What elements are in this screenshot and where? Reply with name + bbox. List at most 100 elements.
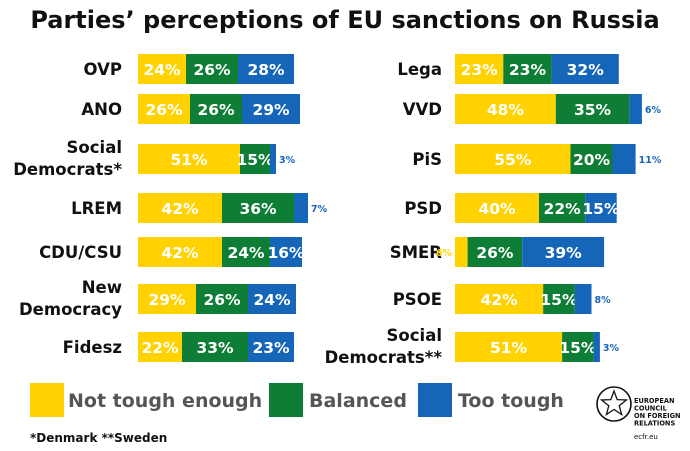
bar-balanced	[570, 144, 613, 174]
party-label: VVD	[403, 100, 442, 119]
bar-value-label: 15%	[582, 200, 620, 218]
bar-value-label: 32%	[567, 61, 605, 79]
bar-value-label: 51%	[170, 151, 208, 169]
bar-value-label: 23%	[461, 61, 499, 79]
bar-value-label: 15%	[236, 151, 274, 169]
bar-value-label: 8%	[595, 295, 612, 306]
bar-value-label: 55%	[494, 151, 532, 169]
bar-value-label: 35%	[574, 101, 612, 119]
bar-balanced	[240, 144, 270, 174]
party-row: New Democracy 29% 26% 24%	[19, 278, 296, 319]
bar-value-label: 15%	[540, 291, 578, 309]
bar-not-tough-enough	[455, 237, 468, 267]
party-label: PSOE	[393, 290, 442, 309]
bar-value-label: 24%	[253, 291, 291, 309]
bar-value-label: 22%	[141, 339, 179, 357]
party-row: Social Democrats** 51% 15% 3%	[325, 326, 620, 367]
bar-value-label: 42%	[161, 244, 199, 262]
bar-value-label: 23%	[509, 61, 547, 79]
party-label: Democracy	[19, 300, 122, 319]
bar-too-tough	[593, 332, 600, 362]
bar-value-label: 24%	[227, 244, 265, 262]
legend-swatch-too-tough	[418, 383, 452, 417]
bar-groups: OVP 24% 26% 28% ANO 26% 26% 29% Social Democrats*…	[13, 54, 662, 367]
party-label: Lega	[397, 60, 442, 79]
bar-not-tough-enough	[455, 144, 571, 174]
bar-too-tough	[270, 144, 276, 174]
party-label: ANO	[81, 100, 122, 119]
bar-balanced	[182, 332, 248, 362]
bar-too-tough	[270, 237, 302, 267]
bar-not-tough-enough	[138, 54, 186, 84]
legend-swatch-balanced	[269, 383, 303, 417]
party-label: CDU/CSU	[39, 243, 122, 262]
bar-value-label: 40%	[478, 200, 516, 218]
bar-balanced	[562, 332, 594, 362]
bar-not-tough-enough	[138, 193, 222, 223]
bar-value-label: 26%	[476, 244, 514, 262]
party-row: Lega 23% 23% 32%	[397, 54, 619, 84]
bar-not-tough-enough	[138, 144, 240, 174]
bar-balanced	[196, 284, 248, 314]
party-row: PSD 40% 22% 15%	[404, 193, 620, 223]
logo-star-icon	[599, 389, 629, 416]
party-label: OVP	[84, 60, 122, 79]
bar-value-label: 48%	[487, 101, 525, 119]
party-label: PiS	[412, 150, 442, 169]
bar-value-label: 42%	[481, 291, 519, 309]
party-row: PSOE 42% 15% 8%	[393, 284, 611, 314]
bar-value-label: 36%	[239, 200, 277, 218]
bar-balanced	[543, 284, 575, 314]
legend: Not tough enough Balanced Too tough	[30, 383, 564, 417]
bar-value-label: 24%	[143, 61, 181, 79]
party-label: Fidesz	[63, 338, 122, 357]
legend-label-balanced: Balanced	[309, 390, 407, 412]
party-label: PSD	[404, 199, 442, 218]
bar-value-label: 11%	[639, 155, 662, 166]
bar-not-tough-enough	[138, 237, 222, 267]
footnote: *Denmark **Sweden	[30, 431, 167, 445]
bar-too-tough	[551, 54, 619, 84]
bar-not-tough-enough	[138, 332, 182, 362]
party-row: Fidesz 22% 33% 23%	[63, 332, 294, 362]
logo-circle-icon	[596, 386, 632, 422]
logo-text: ON FOREIGN	[634, 412, 681, 420]
logo-text: RELATIONS	[634, 420, 675, 428]
party-row: Social Democrats* 51% 15% 3%	[13, 138, 295, 179]
bar-value-label: 23%	[252, 339, 290, 357]
bar-value-label: 39%	[545, 244, 583, 262]
bar-balanced	[222, 193, 294, 223]
party-label: LREM	[71, 199, 122, 218]
bar-not-tough-enough	[455, 284, 544, 314]
bar-value-label: 6%	[645, 105, 662, 116]
bar-not-tough-enough	[138, 284, 196, 314]
bar-balanced	[222, 237, 270, 267]
party-label: Democrats**	[325, 348, 443, 367]
party-row: ANO 26% 26% 29%	[81, 94, 300, 124]
bar-not-tough-enough	[138, 94, 190, 124]
bar-too-tough	[248, 284, 296, 314]
bar-value-label: 3%	[279, 155, 296, 166]
bar-value-label: 29%	[252, 101, 290, 119]
bar-value-label: 15%	[559, 339, 597, 357]
legend-swatch-not-tough-enough	[30, 383, 64, 417]
party-row: VVD 48% 35% 6%	[403, 94, 662, 124]
bar-not-tough-enough	[455, 332, 563, 362]
bar-too-tough	[612, 144, 636, 174]
bar-value-label: 22%	[544, 200, 582, 218]
party-label: Social	[387, 326, 442, 345]
bar-not-tough-enough	[455, 94, 556, 124]
legend-label-too-tough: Too tough	[458, 390, 564, 412]
bar-value-label: 28%	[247, 61, 285, 79]
party-label: Democrats*	[13, 160, 122, 179]
bar-too-tough	[585, 193, 617, 223]
bar-value-label: 16%	[267, 244, 305, 262]
bar-too-tough	[294, 193, 308, 223]
bar-value-label: 29%	[148, 291, 186, 309]
bar-too-tough	[248, 332, 294, 362]
bar-balanced	[467, 237, 523, 267]
party-row: CDU/CSU 42% 24% 16%	[39, 237, 305, 267]
party-label: SMER	[390, 243, 443, 262]
